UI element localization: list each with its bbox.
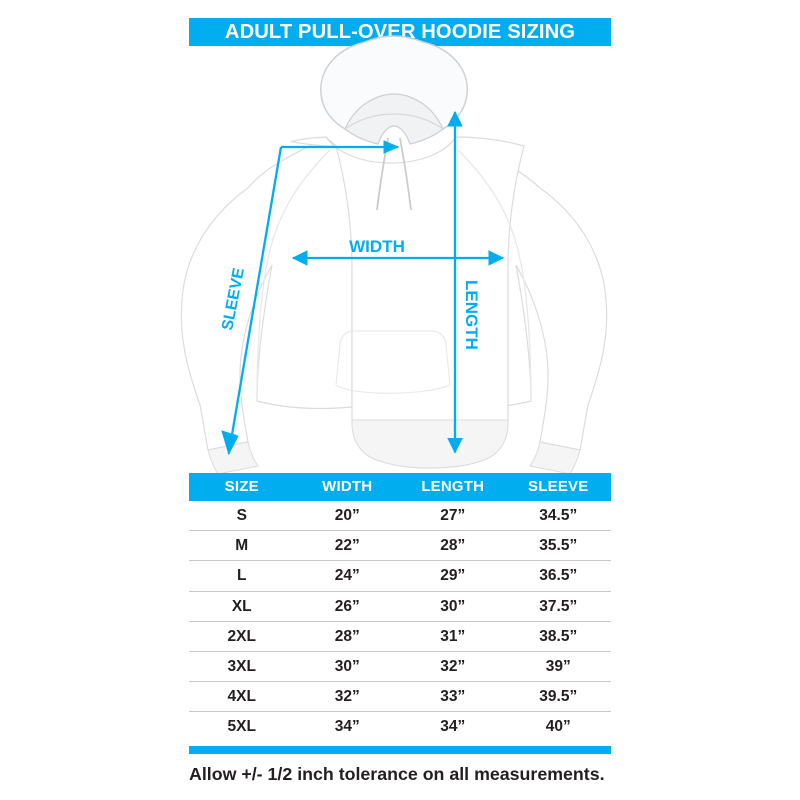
svg-text:LENGTH: LENGTH — [462, 280, 481, 350]
svg-text:WIDTH: WIDTH — [349, 237, 405, 256]
